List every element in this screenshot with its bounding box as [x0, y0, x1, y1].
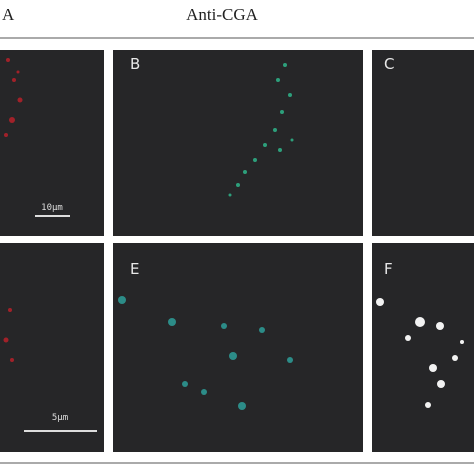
panel-label: F — [384, 260, 393, 278]
panel-d — [0, 243, 104, 452]
panel-a — [0, 50, 104, 236]
panel-label: B — [130, 55, 140, 73]
panel-f — [372, 243, 474, 452]
panel-e — [113, 243, 363, 452]
column-title: Anti-CGA — [186, 5, 259, 24]
cyan-signal — [118, 296, 293, 410]
red-signal — [3, 58, 23, 362]
green-signal — [228, 63, 294, 197]
panel-c — [372, 50, 474, 236]
scale-bar-label: 10μm — [41, 203, 63, 213]
panel-label: E — [130, 260, 139, 278]
white-signal — [376, 298, 464, 408]
panel-b — [113, 50, 363, 236]
scale-bar-label: 5μm — [52, 413, 68, 423]
column-label: A — [2, 5, 15, 24]
panel-label: C — [384, 55, 394, 73]
